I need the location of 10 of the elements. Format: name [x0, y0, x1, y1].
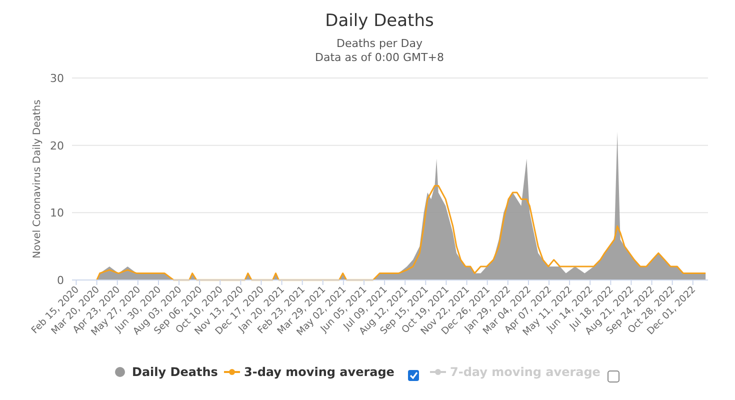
- line-series: [96, 184, 706, 281]
- legend-label: 3-day moving average: [244, 365, 394, 379]
- y-axis-title: Novel Coronavirus Daily Deaths: [32, 100, 43, 258]
- y-tick-label: 30: [50, 72, 64, 85]
- legend-label: Daily Deaths: [132, 365, 218, 379]
- y-tick-label: 10: [50, 206, 64, 220]
- y-tick-label: 20: [50, 139, 64, 152]
- y-tick-label: 0: [57, 274, 64, 287]
- chart-title: Daily Deaths: [325, 11, 434, 31]
- chart-subtitle: Deaths per Day Data as of 0:00 GMT+8: [315, 37, 444, 64]
